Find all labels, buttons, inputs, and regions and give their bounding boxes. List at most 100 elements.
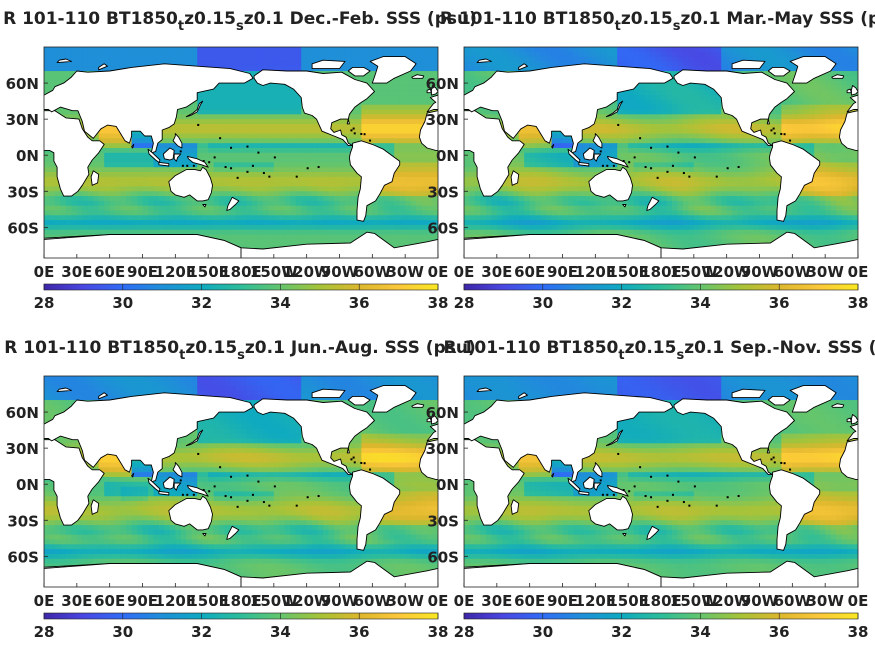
sss-cell: [98, 200, 105, 207]
sss-cell: [540, 152, 547, 159]
sss-cell: [628, 90, 635, 96]
sss-cell: [595, 123, 602, 130]
sss-cell: [377, 104, 384, 111]
sss-cell: [344, 196, 352, 202]
sss-cell: [611, 123, 618, 130]
sss-cell: [633, 56, 640, 63]
sss-cell: [339, 147, 346, 154]
sss-cell: [644, 56, 651, 63]
sss-cell: [535, 133, 542, 139]
island: [219, 137, 222, 140]
sss-cell: [633, 152, 640, 159]
sss-cell: [164, 56, 171, 63]
sss-cell: [312, 147, 319, 154]
sss-cell: [339, 66, 346, 72]
sss-cell: [164, 181, 171, 188]
sss-cell: [126, 200, 133, 207]
sss-cell: [191, 119, 198, 125]
sss-cell: [224, 119, 231, 125]
sss-cell: [650, 99, 657, 106]
xtick-label: 0E: [428, 263, 449, 281]
sss-cell: [224, 152, 231, 159]
sss-cell: [208, 95, 215, 101]
sss-cell: [792, 119, 799, 125]
sss-cell: [115, 186, 122, 192]
sss-cell: [344, 71, 352, 77]
sss-cell: [830, 66, 837, 72]
sss-cell: [126, 176, 133, 183]
sss-cell: [54, 200, 62, 207]
sss-cell: [284, 205, 291, 212]
sss-cell: [416, 196, 423, 202]
sss-cell: [633, 104, 640, 111]
sss-cell: [399, 157, 406, 164]
sss-cell: [584, 128, 591, 135]
sss-cell: [284, 196, 291, 202]
sss-cell: [164, 186, 171, 192]
sss-cell: [334, 215, 341, 221]
sss-cell: [158, 47, 165, 53]
sss-cell: [213, 99, 220, 106]
sss-cell: [339, 205, 346, 212]
sss-cell: [666, 104, 673, 111]
landmass: [311, 59, 346, 70]
sss-cell: [388, 220, 395, 226]
sss-cell: [355, 75, 362, 82]
sss-cell: [474, 75, 482, 82]
sss-cell: [732, 138, 739, 144]
sss-cell: [197, 119, 204, 125]
sss-cell: [399, 123, 406, 130]
sss-cell: [235, 191, 242, 197]
sss-cell: [219, 99, 226, 106]
sss-cell: [93, 157, 100, 164]
sss-cell: [666, 47, 673, 53]
sss-cell: [334, 147, 341, 154]
title-segment: t: [178, 19, 184, 34]
sss-cell: [682, 61, 689, 67]
sss-cell: [666, 143, 673, 149]
sss-cell: [748, 56, 755, 63]
sss-cell: [180, 143, 187, 149]
sss-cell: [671, 85, 679, 91]
sss-cell: [306, 172, 313, 178]
sss-cell: [175, 147, 182, 154]
sss-cell: [339, 157, 346, 164]
sss-cell: [427, 85, 434, 91]
landmass: [158, 161, 170, 167]
sss-cell: [312, 123, 319, 130]
sss-cell: [416, 147, 423, 154]
sss-cell: [175, 205, 182, 212]
sss-cell: [557, 61, 564, 67]
sss-cell: [819, 133, 826, 139]
sss-cell: [191, 114, 198, 120]
sss-cell: [230, 186, 237, 192]
sss-cell: [830, 109, 837, 115]
sss-cell: [339, 215, 346, 221]
sss-cell: [224, 85, 231, 91]
sss-cell: [666, 85, 673, 91]
sss-cell: [186, 109, 193, 115]
sss-cell: [49, 234, 56, 240]
sss-cell: [485, 114, 492, 120]
sss-cell: [104, 157, 111, 164]
sss-cell: [224, 109, 231, 115]
sss-cell: [295, 95, 302, 101]
sss-cell: [764, 56, 772, 63]
sss-cell: [388, 205, 395, 212]
sss-cell: [295, 51, 302, 58]
sss-cell: [808, 147, 815, 154]
sss-cell: [540, 56, 547, 63]
sss-cell: [301, 47, 308, 53]
sss-cell: [432, 191, 438, 197]
sss-cell: [273, 191, 280, 197]
sss-cell: [557, 157, 564, 164]
sss-cell: [93, 191, 100, 197]
xtick-label: 30W: [386, 263, 424, 281]
colorbar-tick-label: 34: [270, 294, 291, 312]
sss-cell: [797, 119, 804, 125]
sss-cell: [847, 152, 854, 159]
sss-cell: [836, 95, 843, 101]
sss-cell: [71, 220, 78, 226]
sss-cell: [241, 220, 248, 226]
sss-cell: [427, 224, 434, 231]
